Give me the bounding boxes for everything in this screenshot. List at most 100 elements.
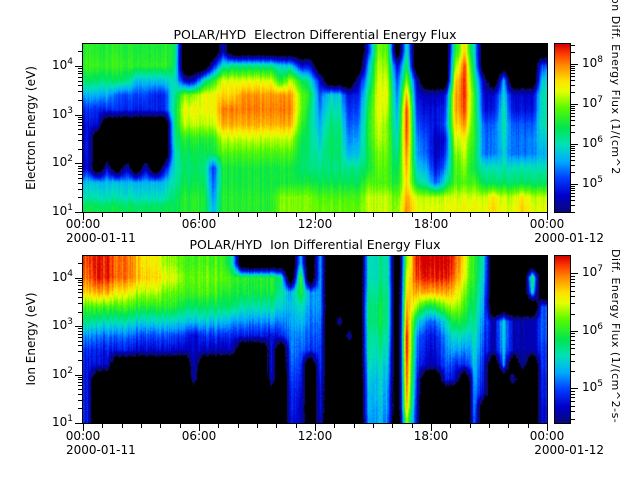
colorbar-minor-tick xyxy=(571,411,575,412)
y-axis-minor-tick xyxy=(78,122,82,123)
colorbar-minor-tick xyxy=(571,125,575,126)
colorbar-minor-tick xyxy=(571,279,575,280)
x-axis-tick xyxy=(450,424,451,428)
x-axis-tick xyxy=(470,424,471,428)
colorbar-minor-tick xyxy=(571,193,575,194)
colorbar-minor-tick xyxy=(571,120,575,121)
colorbar-minor-tick xyxy=(571,340,575,341)
x-axis-tick-label: 18:00 xyxy=(413,217,449,231)
y-axis-minor-tick xyxy=(78,289,82,290)
colorbar-minor-tick xyxy=(571,132,575,133)
x-axis-tick xyxy=(180,424,181,428)
x-axis-tick xyxy=(334,424,335,428)
ion-date-right: 2000-01-12 xyxy=(534,443,604,457)
x-axis-tick xyxy=(238,213,239,217)
x-axis-tick xyxy=(199,424,200,431)
y-axis-minor-tick xyxy=(78,125,82,126)
y-axis-minor-tick xyxy=(78,389,82,390)
x-axis-tick xyxy=(315,424,316,431)
electron-panel-title: POLAR/HYD Electron Differential Energy F… xyxy=(173,27,457,42)
y-axis-minor-tick xyxy=(78,119,82,120)
x-axis-tick xyxy=(489,424,490,428)
colorbar-minor-tick xyxy=(571,190,575,191)
y-axis-minor-tick xyxy=(78,91,82,92)
colorbar-minor-tick xyxy=(571,113,575,114)
ion-y-axis-title: Ion Energy (eV) xyxy=(24,292,38,386)
x-axis-tick-label: 18:00 xyxy=(413,429,449,443)
x-axis-tick xyxy=(180,213,181,217)
y-axis-tick-label: 102 xyxy=(51,154,73,169)
colorbar-minor-tick xyxy=(571,186,575,187)
colorbar-minor-tick xyxy=(571,45,575,46)
colorbar-minor-tick xyxy=(571,68,575,69)
y-axis-minor-tick xyxy=(78,100,82,101)
ion-date-left: 2000-01-11 xyxy=(66,443,136,457)
colorbar-minor-tick xyxy=(571,336,575,337)
x-axis-tick xyxy=(141,424,142,428)
y-axis-minor-tick xyxy=(78,297,82,298)
x-axis-tick xyxy=(392,424,393,428)
y-axis-minor-tick xyxy=(78,331,82,332)
y-axis-minor-tick xyxy=(78,377,82,378)
y-axis-minor-tick xyxy=(78,166,82,167)
y-axis-tick xyxy=(75,326,82,327)
x-axis-tick xyxy=(528,424,529,428)
colorbar-minor-tick xyxy=(571,212,575,213)
colorbar-minor-tick xyxy=(571,106,575,107)
y-axis-minor-tick xyxy=(78,379,82,380)
colorbar-tick xyxy=(571,64,578,65)
y-axis-tick-label: 103 xyxy=(51,106,73,121)
y-axis-minor-tick xyxy=(78,129,82,130)
y-axis-minor-tick xyxy=(78,73,82,74)
x-axis-tick xyxy=(334,213,335,217)
y-axis-minor-tick xyxy=(78,51,82,52)
colorbar-minor-tick xyxy=(571,371,575,372)
y-axis-minor-tick xyxy=(78,394,82,395)
colorbar-minor-tick xyxy=(571,296,575,297)
y-axis-minor-tick xyxy=(78,197,82,198)
x-axis-tick xyxy=(160,213,161,217)
colorbar-minor-tick xyxy=(571,188,575,189)
colorbar-tick xyxy=(571,273,578,274)
electron-colorbar-frame xyxy=(554,43,571,213)
y-axis-tick-label: 101 xyxy=(51,203,73,218)
x-axis-tick xyxy=(392,213,393,217)
ion-plot-frame xyxy=(82,255,548,424)
x-axis-tick xyxy=(508,213,509,217)
x-axis-tick xyxy=(102,213,103,217)
x-axis-tick-label: 12:00 xyxy=(297,429,333,443)
y-axis-minor-tick xyxy=(78,351,82,352)
y-axis-minor-tick xyxy=(78,263,82,264)
electron-colorbar-canvas xyxy=(555,44,570,212)
x-axis-tick-label: 06:00 xyxy=(181,429,217,443)
colorbar-minor-tick xyxy=(571,314,575,315)
electron-date-right: 2000-01-12 xyxy=(534,231,604,245)
y-axis-minor-tick xyxy=(78,68,82,69)
colorbar-minor-tick xyxy=(571,52,575,53)
colorbar-tick-label: 108 xyxy=(582,55,604,70)
electron-colorbar-unit-label: on Diff. Energy Flux (1/(cm^2 xyxy=(609,0,622,175)
y-axis-minor-tick xyxy=(78,71,82,72)
colorbar-minor-tick xyxy=(571,419,575,420)
y-axis-minor-tick xyxy=(78,174,82,175)
colorbar-minor-tick xyxy=(571,361,575,362)
y-axis-tick xyxy=(75,423,82,424)
y-axis-minor-tick xyxy=(78,334,82,335)
colorbar-minor-tick xyxy=(571,80,575,81)
x-axis-tick xyxy=(412,213,413,217)
colorbar-minor-tick xyxy=(571,73,575,74)
x-axis-tick xyxy=(489,213,490,217)
y-axis-minor-tick xyxy=(78,408,82,409)
y-axis-tick xyxy=(75,115,82,116)
colorbar-minor-tick xyxy=(571,276,575,277)
ion-colorbar-canvas xyxy=(555,256,570,423)
colorbar-minor-tick xyxy=(571,85,575,86)
x-axis-tick xyxy=(412,424,413,428)
x-axis-tick-label: 00:00 xyxy=(529,429,565,443)
colorbar-minor-tick xyxy=(571,108,575,109)
x-axis-tick xyxy=(431,213,432,220)
y-axis-minor-tick xyxy=(78,385,82,386)
y-axis-minor-tick xyxy=(78,285,82,286)
x-axis-tick xyxy=(83,424,84,431)
